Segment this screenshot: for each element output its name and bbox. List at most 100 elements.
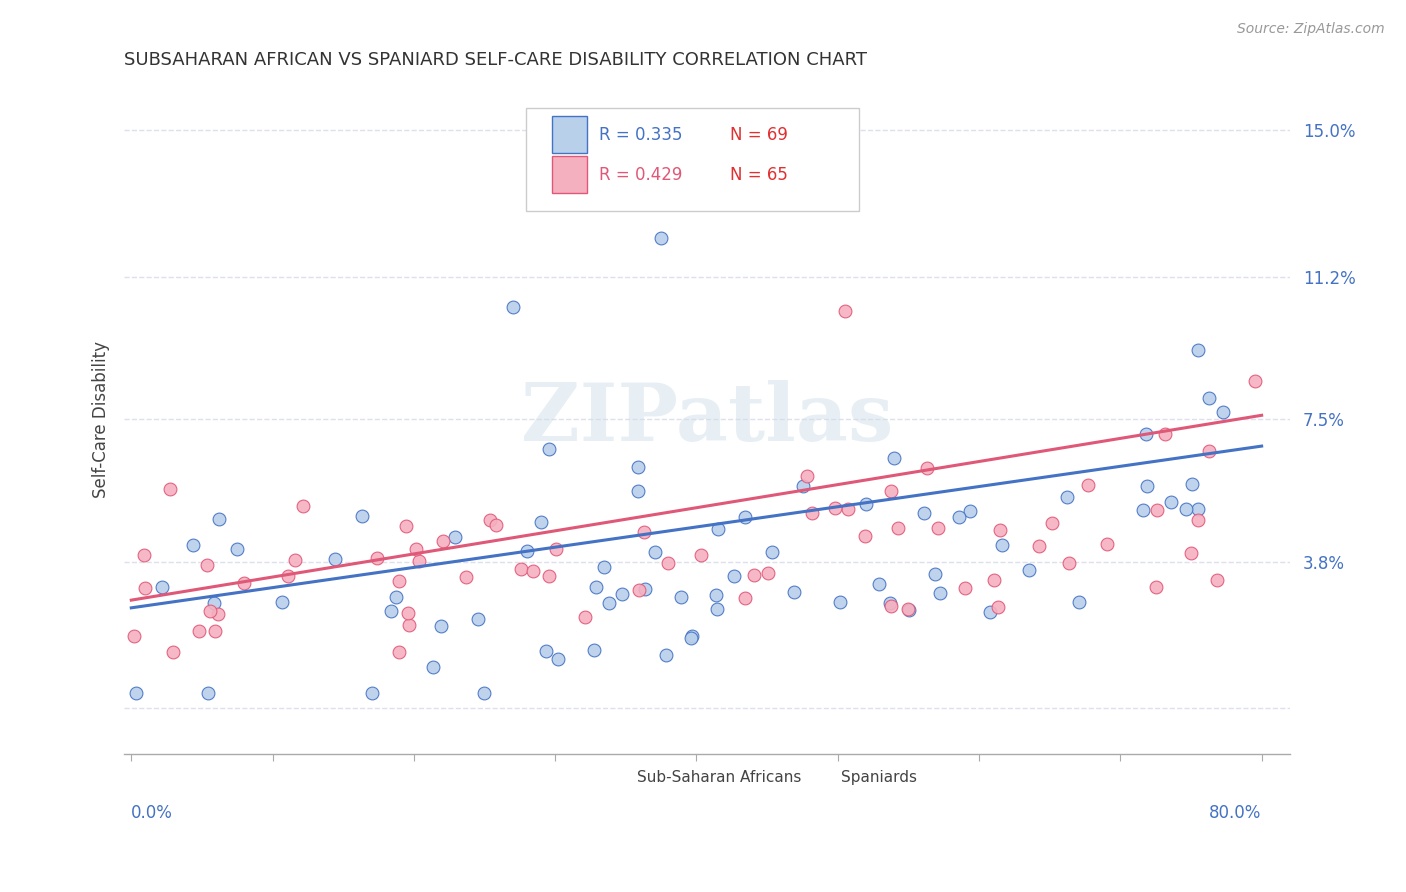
Point	[405, 542, 427, 557]
Point	[538, 569, 561, 583]
Point	[530, 516, 553, 530]
Text: ZIPatlas: ZIPatlas	[522, 380, 893, 458]
Y-axis label: Self-Care Disability: Self-Care Disability	[93, 341, 110, 498]
Point	[478, 513, 501, 527]
Point	[188, 624, 211, 638]
Point	[1077, 478, 1099, 492]
Point	[928, 586, 950, 600]
Point	[681, 629, 703, 643]
Point	[134, 581, 156, 595]
Point	[198, 604, 221, 618]
Point	[181, 538, 204, 552]
Point	[959, 504, 981, 518]
Point	[987, 600, 1010, 615]
Text: 0.0%: 0.0%	[131, 805, 173, 822]
Point	[650, 231, 672, 245]
Point	[396, 606, 419, 620]
Point	[742, 567, 765, 582]
Point	[387, 645, 409, 659]
Point	[706, 602, 728, 616]
Point	[1175, 501, 1198, 516]
Point	[723, 569, 745, 583]
Point	[948, 510, 970, 524]
Point	[679, 631, 702, 645]
Text: R = 0.335: R = 0.335	[599, 126, 682, 144]
Point	[955, 582, 977, 596]
Point	[432, 533, 454, 548]
Point	[880, 484, 903, 499]
Point	[195, 558, 218, 573]
Point	[1187, 343, 1209, 357]
Point	[801, 506, 824, 520]
Point	[456, 570, 478, 584]
Point	[991, 538, 1014, 552]
FancyBboxPatch shape	[607, 764, 631, 791]
Point	[644, 545, 666, 559]
Point	[756, 566, 779, 580]
Point	[323, 552, 346, 566]
Point	[898, 603, 921, 617]
Point	[1181, 477, 1204, 491]
Point	[1132, 502, 1154, 516]
Point	[1154, 426, 1177, 441]
Point	[887, 521, 910, 535]
Point	[796, 468, 818, 483]
Point	[1095, 537, 1118, 551]
Point	[207, 607, 229, 622]
Point	[627, 484, 650, 499]
Point	[502, 301, 524, 315]
FancyBboxPatch shape	[813, 764, 835, 791]
Point	[761, 545, 783, 559]
Point	[1144, 580, 1167, 594]
FancyBboxPatch shape	[526, 108, 859, 211]
Point	[855, 497, 877, 511]
Point	[626, 459, 648, 474]
Point	[924, 567, 946, 582]
Point	[633, 524, 655, 539]
Point	[883, 451, 905, 466]
Point	[1160, 495, 1182, 509]
Point	[988, 523, 1011, 537]
Point	[979, 605, 1001, 619]
Point	[284, 552, 307, 566]
Point	[1198, 444, 1220, 458]
FancyBboxPatch shape	[553, 116, 586, 153]
Text: R = 0.429: R = 0.429	[599, 166, 682, 184]
Point	[657, 556, 679, 570]
Point	[537, 442, 560, 456]
Point	[547, 652, 569, 666]
Point	[1180, 546, 1202, 560]
Point	[574, 610, 596, 624]
Point	[612, 587, 634, 601]
Point	[1067, 595, 1090, 609]
Point	[352, 508, 374, 523]
Point	[271, 595, 294, 609]
Point	[824, 500, 846, 515]
Point	[1028, 539, 1050, 553]
Point	[582, 642, 605, 657]
Point	[122, 629, 145, 643]
Point	[1206, 574, 1229, 588]
Point	[366, 551, 388, 566]
Point	[292, 500, 315, 514]
Point	[233, 576, 256, 591]
Point	[546, 542, 568, 557]
Point	[150, 580, 173, 594]
Point	[408, 554, 430, 568]
Point	[707, 522, 730, 536]
Point	[593, 131, 616, 145]
Point	[162, 645, 184, 659]
Point	[484, 518, 506, 533]
Point	[472, 685, 495, 699]
Text: N = 65: N = 65	[730, 166, 789, 184]
Point	[783, 584, 806, 599]
Point	[197, 685, 219, 699]
Point	[915, 461, 938, 475]
Point	[1040, 516, 1063, 531]
Point	[1198, 391, 1220, 405]
Point	[430, 619, 453, 633]
Point	[1135, 426, 1157, 441]
Point	[202, 596, 225, 610]
Point	[516, 543, 538, 558]
Point	[395, 519, 418, 533]
